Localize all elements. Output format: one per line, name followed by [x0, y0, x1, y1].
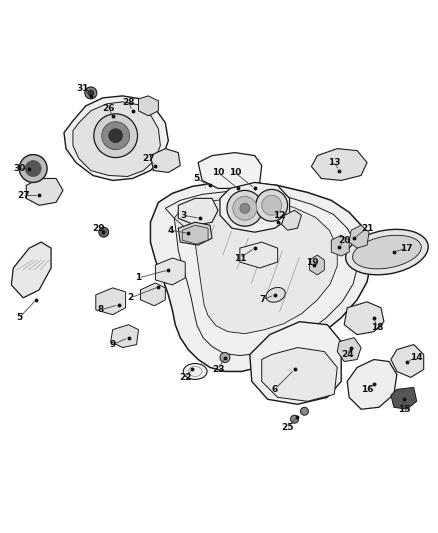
Polygon shape: [220, 182, 290, 232]
Ellipse shape: [183, 364, 207, 379]
Text: 25: 25: [281, 423, 294, 432]
Text: 23: 23: [212, 365, 224, 374]
Polygon shape: [138, 96, 159, 116]
Polygon shape: [282, 211, 301, 230]
Circle shape: [256, 189, 288, 221]
Polygon shape: [331, 235, 349, 256]
Ellipse shape: [266, 287, 285, 302]
Text: 15: 15: [398, 405, 410, 414]
Text: 27: 27: [142, 154, 155, 163]
Polygon shape: [311, 149, 367, 181]
Circle shape: [109, 129, 123, 143]
Text: 27: 27: [17, 191, 29, 200]
Text: 26: 26: [102, 104, 115, 114]
Circle shape: [25, 160, 41, 176]
Text: 24: 24: [341, 350, 353, 359]
Circle shape: [262, 196, 282, 215]
Circle shape: [240, 203, 250, 213]
Polygon shape: [150, 182, 371, 372]
Text: 5: 5: [193, 174, 199, 183]
Polygon shape: [96, 288, 126, 315]
Circle shape: [227, 190, 263, 226]
Text: 12: 12: [273, 211, 286, 220]
Text: 29: 29: [92, 224, 105, 233]
Circle shape: [290, 415, 298, 423]
Polygon shape: [198, 152, 262, 188]
Text: 16: 16: [361, 385, 373, 394]
Polygon shape: [73, 102, 160, 176]
Text: 22: 22: [179, 373, 191, 382]
Text: 31: 31: [77, 84, 89, 93]
Polygon shape: [347, 360, 397, 409]
Text: 20: 20: [338, 236, 350, 245]
Text: 5: 5: [16, 313, 22, 322]
Circle shape: [88, 90, 94, 96]
Polygon shape: [174, 198, 337, 334]
Circle shape: [85, 87, 97, 99]
Text: 18: 18: [371, 323, 383, 332]
Polygon shape: [182, 225, 208, 244]
Circle shape: [220, 352, 230, 362]
Polygon shape: [178, 198, 218, 225]
Polygon shape: [391, 345, 424, 377]
Text: 3: 3: [180, 211, 186, 220]
Text: 8: 8: [98, 305, 104, 314]
Text: 28: 28: [122, 99, 135, 107]
Text: 21: 21: [361, 224, 373, 233]
Text: 17: 17: [400, 244, 413, 253]
Text: 6: 6: [272, 385, 278, 394]
Polygon shape: [26, 179, 63, 205]
Circle shape: [300, 407, 308, 415]
Polygon shape: [141, 283, 165, 306]
Polygon shape: [349, 225, 369, 248]
Polygon shape: [250, 322, 341, 404]
Polygon shape: [11, 242, 51, 298]
Text: 2: 2: [127, 293, 134, 302]
Polygon shape: [64, 96, 168, 181]
Text: 7: 7: [260, 295, 266, 304]
Polygon shape: [337, 337, 361, 361]
Polygon shape: [111, 325, 138, 348]
Text: 13: 13: [328, 158, 340, 167]
Text: 1: 1: [135, 273, 141, 282]
Ellipse shape: [346, 229, 428, 275]
Text: 14: 14: [410, 353, 423, 362]
Circle shape: [102, 122, 130, 150]
Polygon shape: [240, 242, 278, 268]
Text: 9: 9: [110, 340, 116, 349]
Polygon shape: [262, 348, 337, 401]
Polygon shape: [178, 222, 212, 245]
Circle shape: [94, 114, 138, 158]
Polygon shape: [391, 387, 417, 409]
Text: 11: 11: [233, 254, 246, 263]
Text: 10: 10: [229, 168, 241, 177]
Text: 10: 10: [212, 168, 224, 177]
Circle shape: [99, 227, 109, 237]
Ellipse shape: [353, 235, 421, 269]
Polygon shape: [309, 255, 324, 275]
Text: 30: 30: [13, 164, 25, 173]
Text: 4: 4: [167, 225, 173, 235]
Circle shape: [233, 196, 257, 220]
Polygon shape: [155, 258, 185, 285]
Polygon shape: [344, 302, 384, 335]
Text: 19: 19: [306, 257, 319, 266]
Polygon shape: [150, 149, 180, 173]
Circle shape: [19, 155, 47, 182]
